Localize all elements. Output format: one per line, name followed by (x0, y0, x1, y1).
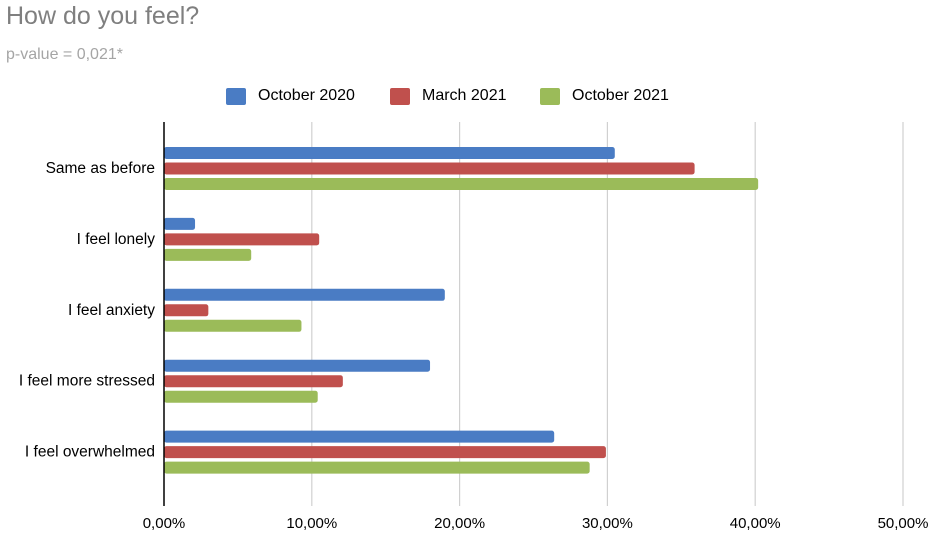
x-tick-label-0: 0,00% (143, 515, 186, 532)
bar-i-feel-lonely-october-2020 (164, 217, 196, 230)
bar-i-feel-overwhelmed-october-2020 (164, 430, 555, 443)
bar-i-feel-anxiety-march-2021 (164, 304, 209, 317)
bar-same-as-before-october-2021 (164, 178, 759, 190)
bar-i-feel-lonely-march-2021 (164, 233, 320, 246)
category-label-i-feel-anxiety: I feel anxiety (68, 302, 155, 319)
category-label-i-feel-overwhelmed: I feel overwhelmed (25, 444, 155, 461)
category-label-i-feel-more-stressed: I feel more stressed (19, 373, 155, 390)
legend-label-october-2020: October 2020 (258, 87, 355, 104)
x-tick-label-5: 50,00% (878, 515, 929, 532)
bar-i-feel-anxiety-october-2021 (164, 319, 302, 332)
bar-i-feel-overwhelmed-october-2021 (164, 461, 590, 474)
legend-item-october-2020: October 2020 (226, 84, 355, 108)
legend: October 2020 March 2021 October 2021 (0, 84, 935, 108)
legend-item-march-2021: March 2021 (390, 84, 507, 108)
bar-i-feel-more-stressed-october-2020 (164, 359, 431, 372)
legend-swatch-october-2020 (226, 87, 246, 105)
category-label-same-as-before: Same as before (46, 160, 155, 177)
x-tick-label-2: 20,00% (434, 515, 485, 532)
legend-swatch-october-2021 (540, 87, 560, 105)
legend-item-october-2021: October 2021 (540, 84, 669, 108)
bar-i-feel-more-stressed-march-2021 (164, 375, 343, 388)
bar-i-feel-overwhelmed-march-2021 (164, 446, 606, 459)
bar-i-feel-anxiety-october-2020 (164, 288, 445, 301)
legend-label-march-2021: March 2021 (422, 87, 507, 104)
bar-i-feel-lonely-october-2021 (164, 248, 252, 261)
x-tick-label-3: 30,00% (582, 515, 633, 532)
bar-same-as-before-october-2020 (164, 147, 615, 159)
chart-subtitle: p-value = 0,021* (6, 46, 123, 63)
legend-swatch-march-2021 (390, 87, 410, 105)
bar-same-as-before-march-2021 (164, 162, 695, 175)
category-label-i-feel-lonely: I feel lonely (77, 231, 156, 248)
bar-i-feel-more-stressed-october-2021 (164, 390, 318, 403)
x-tick-label-1: 10,00% (286, 515, 337, 532)
chart-title: How do you feel? (6, 2, 200, 30)
x-tick-label-4: 40,00% (730, 515, 781, 532)
legend-label-october-2021: October 2021 (572, 87, 669, 104)
